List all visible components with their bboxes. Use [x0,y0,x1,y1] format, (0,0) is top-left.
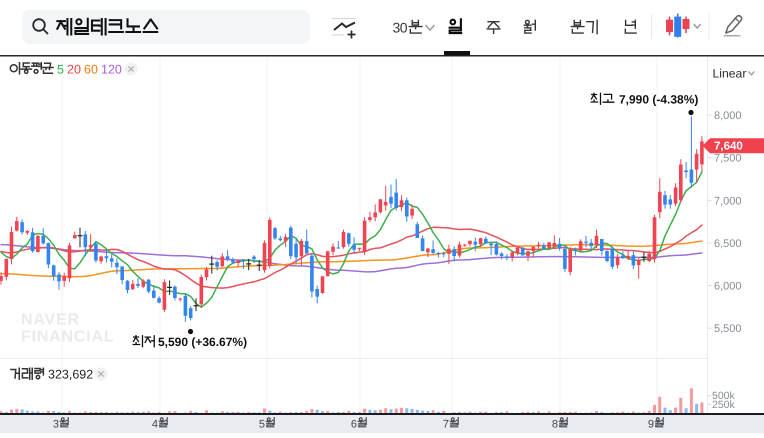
svg-text:323,692: 323,692 [48,368,93,382]
svg-text:4: 4 [152,419,158,431]
svg-text:7,640: 7,640 [714,141,743,153]
svg-text:7,500: 7,500 [714,153,742,165]
svg-text:6,500: 6,500 [714,238,742,250]
svg-text:5,590 (+36.67%): 5,590 (+36.67%) [158,335,247,349]
svg-text:5,500: 5,500 [714,323,742,335]
svg-text:5: 5 [259,419,265,431]
svg-text:5: 5 [57,63,64,77]
svg-text:Linear: Linear [713,67,747,81]
svg-text:8: 8 [552,419,558,431]
svg-text:9: 9 [648,419,654,431]
svg-text:20: 20 [67,63,81,77]
svg-text:6: 6 [351,419,357,431]
svg-text:250k: 250k [712,399,736,411]
svg-text:7: 7 [443,419,449,431]
svg-text:30: 30 [393,20,408,36]
svg-text:3: 3 [53,419,59,431]
svg-text:7,990 (-4.38%): 7,990 (-4.38%) [619,93,698,107]
svg-text:7,000: 7,000 [714,195,742,207]
svg-text:NAVER: NAVER [21,312,80,329]
svg-text:6,000: 6,000 [714,281,742,293]
svg-text:FINANCIAL: FINANCIAL [21,329,114,346]
svg-text:8,000: 8,000 [714,110,742,122]
svg-text:120: 120 [101,63,122,77]
svg-text:60: 60 [84,63,98,77]
